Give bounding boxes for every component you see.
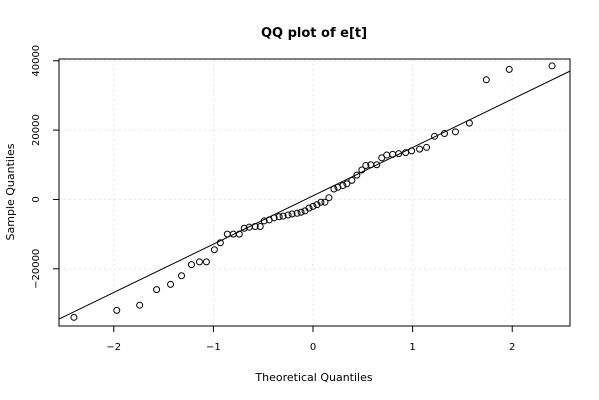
data-point-35 (334, 183, 342, 191)
data-point-43 (373, 161, 381, 169)
y-axis: −20000 0 20000 40000 (31, 45, 59, 289)
data-point-47 (395, 150, 403, 158)
data-point-58 (548, 62, 556, 70)
data-point-39 (353, 171, 361, 179)
x-axis-label: Theoretical Quantiles (254, 371, 372, 384)
data-point-34 (330, 185, 338, 193)
data-point-1 (113, 306, 121, 314)
data-point-53 (440, 130, 448, 138)
x-tick-label-3: 1 (409, 342, 415, 353)
data-point-49 (408, 147, 416, 155)
data-point-46 (389, 150, 397, 158)
data-point-37 (343, 180, 351, 188)
data-point-25 (293, 209, 301, 217)
data-point-56 (482, 76, 490, 84)
data-point-22 (279, 212, 287, 220)
y-tick-label-2: 20000 (31, 114, 42, 146)
data-point-11 (223, 230, 231, 238)
x-tick-label-1: −1 (206, 342, 221, 353)
data-point-28 (305, 204, 313, 212)
data-point-10 (216, 239, 224, 247)
data-point-18 (260, 217, 268, 225)
data-point-40 (358, 166, 366, 174)
reference-line-layer (58, 70, 571, 320)
data-point-41 (362, 161, 370, 169)
data-point-20 (270, 214, 278, 222)
reference-line (58, 70, 571, 320)
data-point-23 (284, 211, 292, 219)
data-point-31 (317, 198, 325, 206)
y-axis-label: Sample Quantiles (4, 143, 17, 240)
y-tick-label-1: 0 (31, 196, 42, 202)
data-point-45 (383, 151, 391, 159)
data-point-0 (70, 313, 78, 321)
data-point-36 (339, 182, 347, 190)
points (70, 62, 556, 321)
data-point-5 (178, 272, 186, 280)
data-point-9 (210, 246, 218, 254)
data-point-2 (136, 301, 144, 309)
data-point-54 (451, 128, 459, 136)
data-point-24 (288, 210, 296, 218)
x-tick-label-2: 0 (310, 342, 316, 353)
y-tick-label-3: 40000 (31, 45, 42, 77)
data-point-8 (202, 258, 210, 266)
data-point-13 (235, 230, 243, 238)
data-point-33 (325, 194, 333, 202)
data-point-21 (275, 213, 283, 221)
data-point-57 (505, 65, 513, 73)
plot-frame (58, 58, 571, 327)
data-point-7 (195, 258, 203, 266)
chart-title: QQ plot of e[t] (261, 26, 367, 41)
data-point-38 (348, 176, 356, 184)
data-point-50 (416, 145, 424, 153)
data-point-3 (153, 286, 161, 294)
grid (59, 59, 570, 326)
data-point-17 (256, 222, 264, 230)
data-point-16 (251, 222, 259, 230)
data-point-4 (167, 280, 175, 288)
data-point-32 (321, 198, 329, 206)
x-tick-label-4: 2 (509, 342, 515, 353)
y-tick-label-0: −20000 (31, 249, 42, 289)
data-point-29 (309, 202, 317, 210)
data-point-26 (297, 208, 305, 216)
data-point-52 (431, 132, 439, 140)
data-point-14 (240, 224, 248, 232)
x-axis: −2 −1 0 1 2 (106, 326, 515, 353)
data-point-55 (465, 119, 473, 127)
data-point-6 (187, 261, 195, 269)
data-point-51 (423, 143, 431, 151)
x-tick-label-0: −2 (106, 342, 121, 353)
